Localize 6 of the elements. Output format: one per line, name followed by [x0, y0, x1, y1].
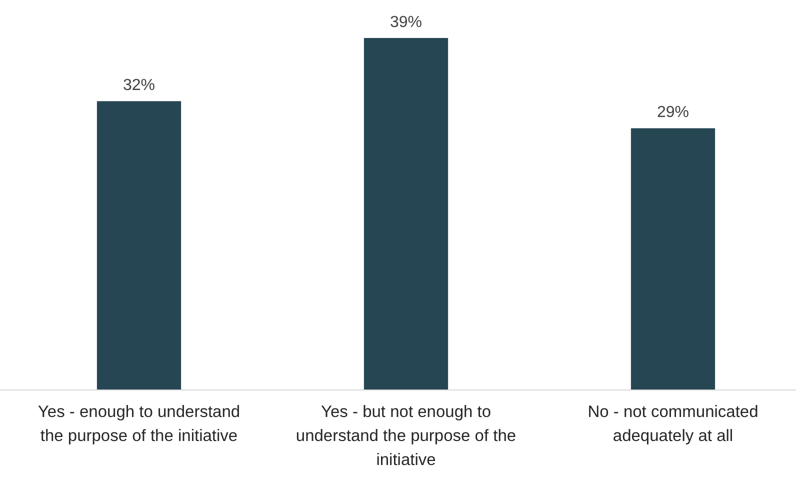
- data-label: 29%: [656, 104, 690, 122]
- x-tick-label: Yes - but not enough to understand the purpose of the initiative: [296, 403, 516, 469]
- data-label: 32%: [122, 77, 156, 94]
- x-tick-label: Yes - enough to understand the purpose of the initiative: [38, 403, 240, 445]
- data-label: 39%: [390, 14, 422, 31]
- x-tick-label: No - not communicated adequately at all: [588, 403, 758, 445]
